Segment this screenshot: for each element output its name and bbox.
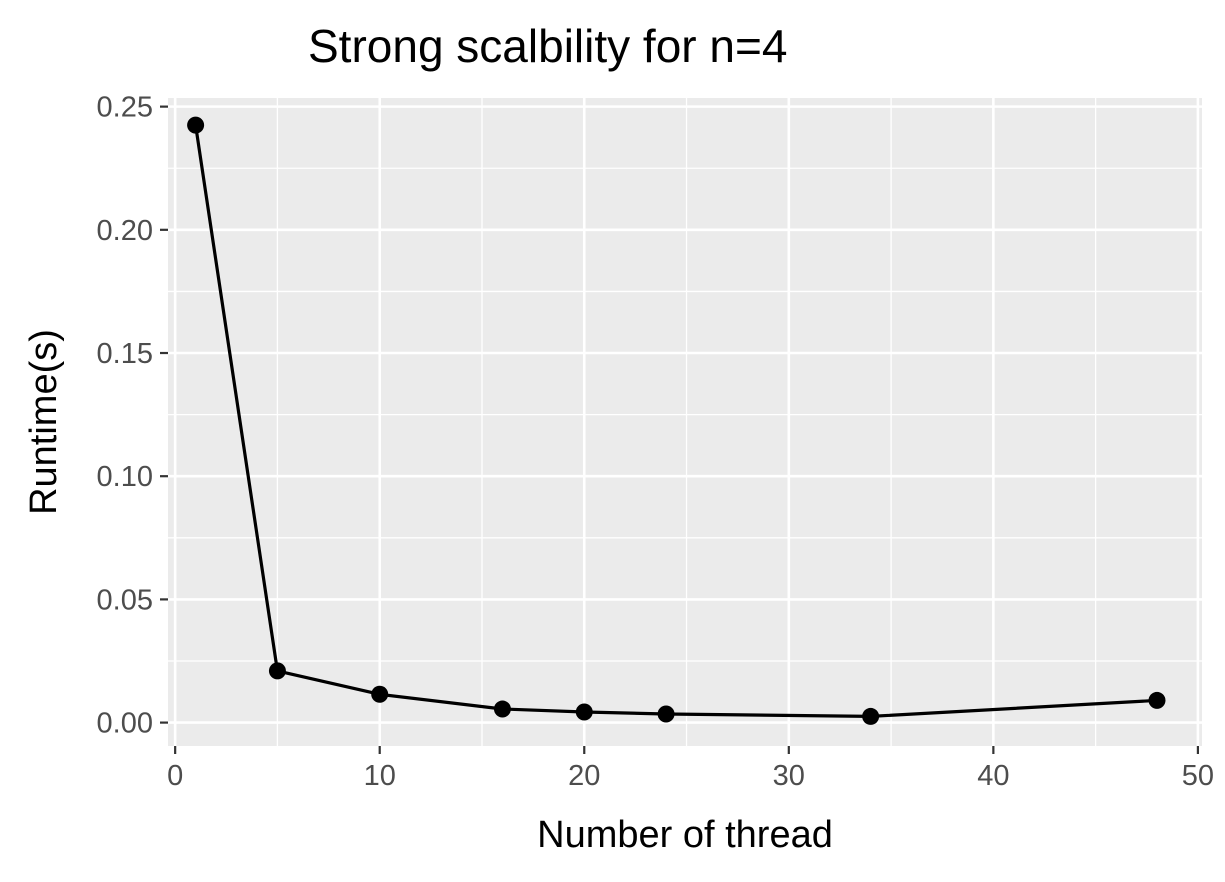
data-point [575, 703, 593, 721]
chart-title: Strong scalbility for n=4 [308, 20, 787, 72]
x-tick-label: 0 [167, 760, 183, 792]
data-point [657, 705, 675, 723]
y-tick-label: 0.15 [97, 338, 153, 370]
grid-minor [168, 98, 1202, 746]
x-axis: 0 10 20 30 40 50 [167, 746, 1214, 792]
x-axis-label: Number of thread [537, 814, 833, 856]
y-axis-label: Runtime(s) [23, 329, 65, 515]
data-point [268, 662, 286, 680]
y-tick-label: 0.05 [97, 584, 153, 616]
y-tick-label: 0.00 [97, 708, 153, 740]
series-layer [187, 116, 1166, 725]
x-tick-label: 10 [364, 760, 396, 792]
data-point [187, 116, 205, 134]
series-line [194, 124, 1158, 719]
data-point [862, 707, 880, 725]
data-point [493, 700, 511, 718]
y-tick-label: 0.20 [97, 215, 153, 247]
data-point [371, 685, 389, 703]
x-tick-label: 50 [1182, 760, 1214, 792]
y-tick-label: 0.10 [97, 461, 153, 493]
grid-major [168, 98, 1202, 746]
y-axis: 0.00 0.05 0.10 0.15 0.20 0.25 [97, 92, 168, 740]
plot-panel [168, 98, 1202, 746]
x-tick-label: 40 [977, 760, 1009, 792]
y-tick-label: 0.25 [97, 92, 153, 124]
x-tick-label: 20 [568, 760, 600, 792]
data-point [1148, 691, 1166, 709]
x-tick-label: 30 [773, 760, 805, 792]
